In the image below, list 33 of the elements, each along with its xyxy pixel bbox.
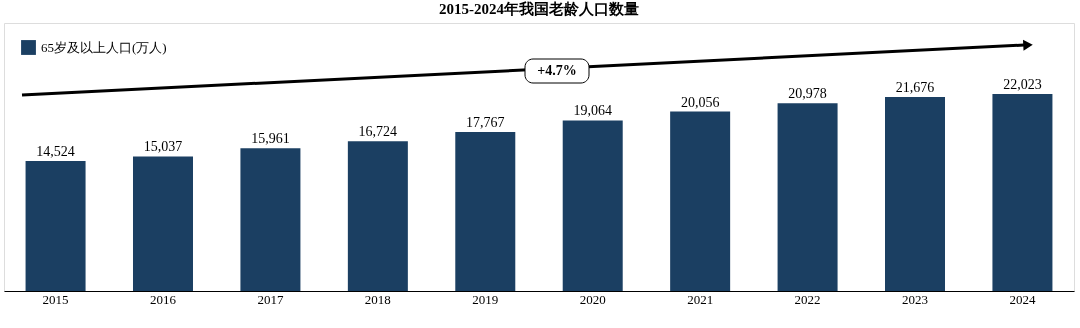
- x-tick-label: 2023: [902, 291, 928, 307]
- legend-label: 65岁及以上人口(万人): [41, 39, 167, 55]
- bar: [133, 156, 193, 291]
- bar: [777, 103, 838, 291]
- x-tick-label: 2020: [579, 291, 606, 307]
- bar: [670, 111, 731, 291]
- bar: [455, 132, 516, 291]
- x-tick-label: 2015: [42, 291, 69, 307]
- bar: [347, 141, 408, 291]
- bar: [562, 120, 623, 291]
- data-label: 14,524: [36, 144, 75, 160]
- data-label: 20,056: [680, 94, 720, 110]
- x-tick-label: 2019: [472, 291, 499, 307]
- data-label: 20,978: [788, 86, 827, 102]
- data-label: 19,064: [573, 103, 612, 119]
- x-tick-label: 2024: [1009, 291, 1036, 307]
- x-tick-label: 2018: [364, 291, 391, 307]
- bar: [885, 97, 945, 291]
- data-label: 16,724: [358, 124, 398, 140]
- data-label: 21,676: [895, 80, 935, 96]
- bar: [25, 161, 86, 291]
- data-label: 15,961: [251, 131, 290, 147]
- x-tick-label: 2022: [794, 291, 821, 307]
- x-tick-label: 2017: [257, 291, 284, 307]
- chart-title: 2015-2024年我国老龄人口数量: [439, 1, 639, 17]
- data-label: 17,767: [466, 115, 505, 131]
- text: +4.7%: [537, 63, 577, 78]
- data-label: 22,023: [1003, 76, 1042, 92]
- x-tick-label: 2021: [687, 291, 714, 307]
- x-tick-label: 2016: [150, 291, 177, 307]
- bar: [992, 93, 1053, 291]
- data-label: 15,037: [143, 139, 183, 155]
- bar: [240, 148, 301, 291]
